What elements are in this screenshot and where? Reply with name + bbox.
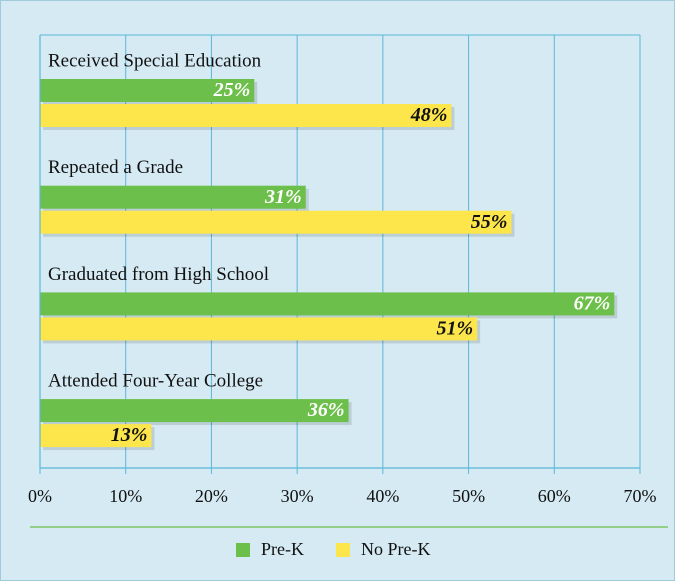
value-label: 36%	[307, 399, 345, 421]
bar	[40, 104, 452, 127]
bar	[40, 210, 512, 234]
x-tick-label: 10%	[109, 486, 142, 506]
category-label: Attended Four-Year College	[48, 370, 263, 391]
value-label: 67%	[574, 292, 611, 314]
legend-label: Pre-K	[261, 539, 304, 559]
value-label: 31%	[264, 186, 302, 208]
bar	[40, 424, 152, 448]
bar	[40, 399, 349, 423]
x-tick-label: 70%	[624, 486, 657, 506]
value-label: 48%	[410, 104, 448, 126]
bar	[40, 292, 615, 316]
x-tick-label: 30%	[281, 486, 314, 506]
x-tick-label: 20%	[195, 486, 228, 506]
value-label: 13%	[111, 424, 148, 446]
x-tick-label: 0%	[28, 486, 52, 506]
value-label: 51%	[436, 317, 473, 339]
bar	[40, 79, 255, 102]
category-label: Repeated a Grade	[48, 157, 183, 178]
bar	[40, 185, 306, 209]
category-label: Graduated from High School	[48, 264, 269, 285]
legend-label: No Pre-K	[361, 539, 431, 559]
legend-swatch	[236, 543, 250, 557]
x-tick-label: 40%	[366, 486, 399, 506]
x-tick-label: 60%	[538, 486, 571, 506]
category-label: Received Special Education	[48, 50, 262, 71]
bar	[40, 317, 478, 341]
x-tick-label: 50%	[452, 486, 485, 506]
value-label: 25%	[213, 79, 251, 101]
value-label: 55%	[471, 211, 508, 233]
legend-swatch	[336, 543, 350, 557]
